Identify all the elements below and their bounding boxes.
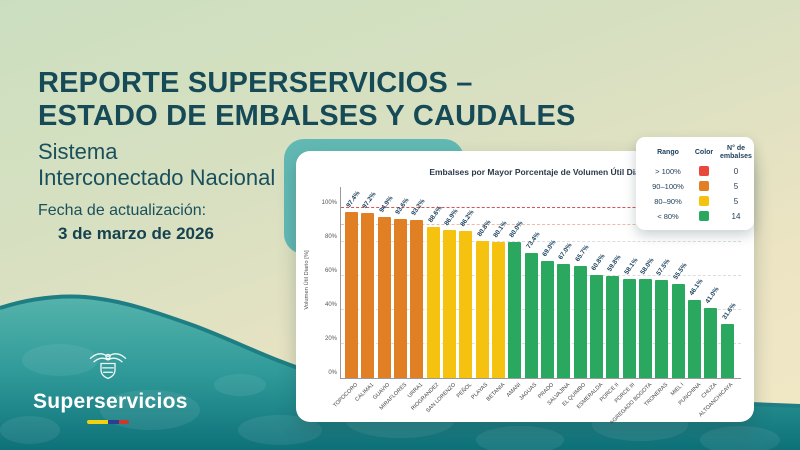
bar-CHUZA: 41.0% bbox=[704, 286, 721, 378]
bar-CALIMA1: 97.2% bbox=[361, 191, 378, 378]
bar-MIRAFLORES: 93.6% bbox=[394, 197, 410, 378]
legend-color-swatch-0 bbox=[699, 166, 709, 177]
tricolor-red bbox=[118, 420, 129, 424]
legend-table: Rango Color N° de embalses > 100% 0 90–100% 5 8… bbox=[645, 145, 752, 222]
bar-TOPOCORO: 97.4% bbox=[345, 190, 361, 378]
bar-value-label: 65.7% bbox=[573, 244, 591, 264]
logo-wordmark: Superservicios bbox=[33, 390, 188, 413]
y-tick-40: 40% bbox=[324, 301, 337, 308]
superservicios-logo: Superservicios bbox=[33, 346, 188, 424]
bar-PORCE III: 58.1% bbox=[622, 257, 639, 378]
legend-header-0: Rango bbox=[657, 149, 679, 157]
bar-BETANIA: 80.1% bbox=[492, 220, 508, 378]
bar-MIEL I: 55.5% bbox=[671, 262, 688, 378]
legend-card: Rango Color N° de embalses > 100% 0 90–100% 5 8… bbox=[636, 137, 754, 231]
legend-header-2: N° de embalses bbox=[720, 145, 752, 161]
bar-TRONERAS: 57.5% bbox=[655, 258, 672, 378]
bar-SALVAJINA: 67.0% bbox=[557, 242, 574, 378]
bar-value-label: 88.6% bbox=[426, 205, 444, 225]
bar-AMANI: 80.0% bbox=[508, 220, 525, 378]
colombia-tricolor bbox=[87, 420, 129, 424]
y-axis-label: Volumen Útil Diario [%] bbox=[304, 250, 310, 310]
bar-EL QUIMBO: 65.7% bbox=[573, 244, 590, 378]
legend-range-2: 80–90% bbox=[654, 196, 682, 206]
bar-value-label: 58.1% bbox=[622, 257, 640, 277]
bar-value-label: 46.1% bbox=[688, 277, 705, 297]
bar-value-label: 55.5% bbox=[671, 261, 689, 281]
update-date: 3 de marzo de 2026 bbox=[58, 224, 214, 243]
bar-RIOGRANDE2: 88.6% bbox=[426, 205, 443, 378]
tricolor-yellow bbox=[87, 420, 108, 424]
legend-range-3: < 80% bbox=[657, 211, 679, 221]
y-tick-20: 20% bbox=[324, 335, 337, 342]
condor-crest-icon bbox=[89, 353, 127, 380]
subtitle-line1: Sistema bbox=[38, 139, 118, 164]
bar-value-label: 80.1% bbox=[492, 219, 509, 239]
page-title: REPORTE SUPERSERVICIOS – ESTADO DE EMBAL… bbox=[38, 67, 576, 132]
legend-count-3: 14 bbox=[731, 211, 741, 221]
bar-PORCE II: 59.8% bbox=[606, 254, 623, 378]
bar-value-label: 80.8% bbox=[475, 218, 493, 238]
y-tick-100: 100% bbox=[321, 199, 337, 206]
bar-value-label: 58.0% bbox=[639, 257, 656, 277]
bar-value-label: 67.0% bbox=[557, 241, 574, 262]
legend-header-1: Color bbox=[694, 149, 714, 157]
bar-GUAVIO: 94.9% bbox=[377, 195, 394, 378]
bar-chart-plot: 0% 20% 40% 60% 80% 100% 97.4% TOPOCORO 97.2% CALI… bbox=[322, 187, 741, 426]
update-label: Fecha de actualización: bbox=[38, 202, 207, 219]
bar-PEÑOL: 86.2% bbox=[459, 209, 476, 378]
legend-count-0: 0 bbox=[733, 166, 739, 176]
bar-SAN LORENZO: 86.9% bbox=[443, 208, 459, 378]
gridline-80 bbox=[341, 241, 741, 242]
legend-range-0: > 100% bbox=[655, 166, 681, 176]
legend-color-swatch-2 bbox=[699, 196, 709, 207]
y-tick-60: 60% bbox=[324, 267, 337, 274]
reference-line-90 bbox=[341, 224, 741, 225]
legend-count-1: 5 bbox=[733, 181, 739, 191]
reference-line-100 bbox=[341, 207, 741, 208]
legend-count-2: 5 bbox=[733, 196, 739, 206]
y-tick-80: 80% bbox=[324, 233, 337, 240]
bar-value-label: 41.0% bbox=[704, 286, 721, 306]
bar-value-label: 60.8% bbox=[590, 252, 607, 272]
bar-PRADO: 69.0% bbox=[541, 239, 557, 378]
bar-JAGUAS: 73.4% bbox=[524, 231, 541, 378]
bar-PUNCHINA: 46.1% bbox=[688, 278, 704, 378]
subtitle: Sistema Interconectado Nacional bbox=[38, 139, 275, 192]
x-tick-label: TOPOCORO bbox=[332, 382, 360, 409]
legend-color-swatch-3 bbox=[699, 211, 709, 222]
y-tick-0: 0% bbox=[328, 369, 337, 376]
legend-range-1: 90–100% bbox=[652, 181, 684, 191]
bar-value-label: 59.8% bbox=[606, 254, 623, 274]
bar-value-label: 94.9% bbox=[377, 194, 395, 214]
bar-value-label: 31.6% bbox=[720, 302, 738, 322]
bar-value-label: 80.0% bbox=[508, 219, 525, 239]
subtitle-line2: Interconectado Nacional bbox=[38, 165, 276, 191]
page-title-line1: REPORTE SUPERSERVICIOS – bbox=[38, 67, 473, 100]
bar-ALTOANCHICAYA: 31.6% bbox=[720, 302, 737, 378]
bar-PLAYAS: 80.8% bbox=[475, 219, 492, 378]
legend-color-swatch-1 bbox=[699, 181, 709, 192]
chart-title: Embalses por Mayor Porcentaje de Volumen… bbox=[429, 167, 651, 177]
bar-value-label: 86.2% bbox=[459, 209, 476, 229]
bar-URRA1: 93.2% bbox=[410, 197, 427, 378]
bar-AGREGADO BOGOTA: 58.0% bbox=[639, 257, 655, 378]
page-title-line2: ESTADO DE EMBALSES Y CAUDALES bbox=[38, 99, 576, 132]
tricolor-blue bbox=[108, 420, 119, 424]
bar-ESMERALDA: 60.8% bbox=[590, 253, 606, 378]
